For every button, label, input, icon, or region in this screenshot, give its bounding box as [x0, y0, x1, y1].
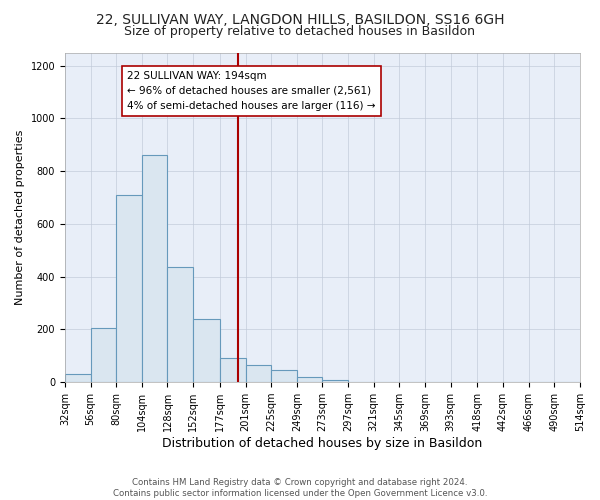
Bar [116, 195, 142, 382]
Bar [65, 374, 91, 382]
Bar [271, 370, 297, 382]
X-axis label: Distribution of detached houses by size in Basildon: Distribution of detached houses by size … [163, 437, 482, 450]
Bar [297, 377, 322, 382]
Text: 22, SULLIVAN WAY, LANGDON HILLS, BASILDON, SS16 6GH: 22, SULLIVAN WAY, LANGDON HILLS, BASILDO… [96, 12, 504, 26]
Y-axis label: Number of detached properties: Number of detached properties [15, 130, 25, 305]
Bar [91, 328, 116, 382]
Text: Size of property relative to detached houses in Basildon: Size of property relative to detached ho… [125, 25, 476, 38]
Bar [220, 358, 245, 382]
Bar [245, 365, 271, 382]
Text: Contains HM Land Registry data © Crown copyright and database right 2024.
Contai: Contains HM Land Registry data © Crown c… [113, 478, 487, 498]
Bar [167, 267, 193, 382]
Bar [142, 154, 167, 382]
Bar [322, 380, 348, 382]
Text: 22 SULLIVAN WAY: 194sqm
← 96% of detached houses are smaller (2,561)
4% of semi-: 22 SULLIVAN WAY: 194sqm ← 96% of detache… [127, 71, 376, 110]
Bar [193, 319, 220, 382]
